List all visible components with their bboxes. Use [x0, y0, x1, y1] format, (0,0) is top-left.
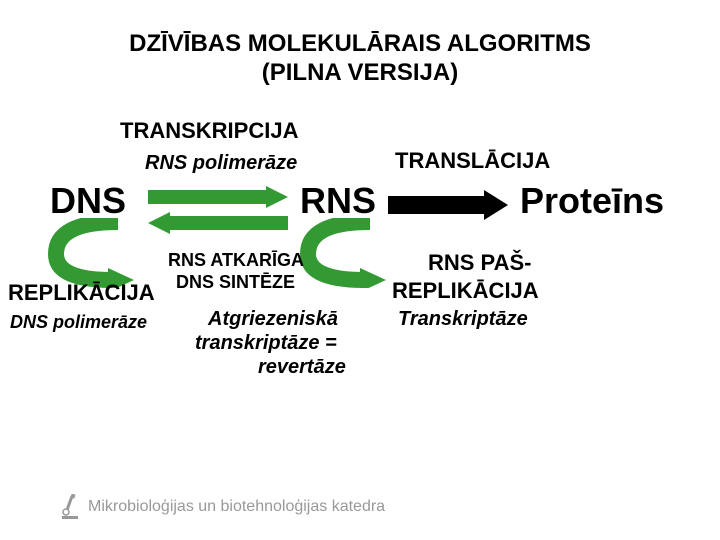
node-proteins: Proteīns — [520, 180, 664, 222]
label-transkriptaze: Transkriptāze — [398, 308, 528, 331]
arrow-rns-to-dns — [148, 212, 288, 234]
title-line2: (PILNA VERSIJA) — [262, 59, 458, 86]
footer-text: Mikrobioloģijas un biotehnoloģijas kated… — [88, 498, 385, 516]
footer: Mikrobioloģijas un biotehnoloģijas kated… — [60, 494, 385, 520]
label-rns-polimeraze: RNS polimerāze — [145, 152, 297, 175]
title-line1: DZĪVĪBAS MOLEKULĀRAIS ALGORITMS — [129, 30, 591, 57]
label-transkriptaze-eq: transkriptāze = — [195, 332, 337, 355]
arrow-dns-replication — [48, 218, 138, 288]
label-transkripcija: TRANSKRIPCIJA — [120, 118, 298, 144]
microscope-icon — [60, 494, 80, 520]
arrow-rns-replication — [300, 218, 390, 288]
label-revertaze: revertāze — [258, 356, 346, 379]
page-title: DZĪVĪBAS MOLEKULĀRAIS ALGORITMS (PILNA V… — [0, 30, 720, 88]
label-rns-atkariga: RNS ATKARĪGA — [168, 250, 304, 271]
node-dns: DNS — [50, 180, 126, 222]
arrow-dns-to-rns — [148, 186, 288, 208]
node-rns: RNS — [300, 180, 376, 222]
label-dns-sinteze: DNS SINTĒZE — [176, 272, 295, 293]
label-atgriezeniska: Atgriezeniskā — [208, 308, 338, 331]
arrow-rns-to-protein — [388, 190, 508, 220]
label-replikacija-right: REPLIKĀCIJA — [392, 278, 539, 304]
label-translacija: TRANSLĀCIJA — [395, 148, 550, 174]
label-replikacija-left: REPLIKĀCIJA — [8, 280, 155, 306]
label-rns-pas: RNS PAŠ- — [428, 250, 532, 276]
label-dns-polimeraze: DNS polimerāze — [10, 312, 147, 333]
